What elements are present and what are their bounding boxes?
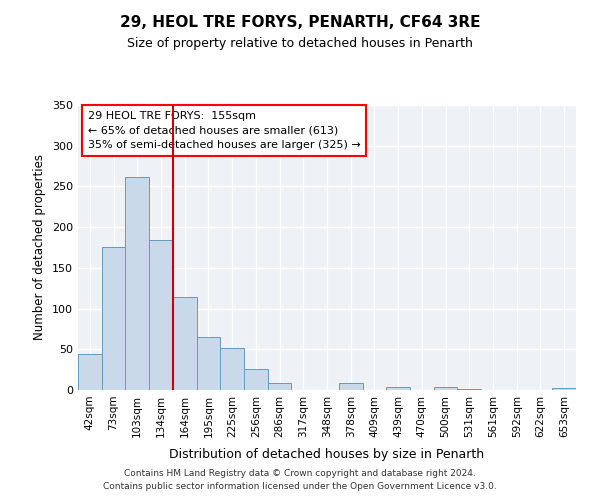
- Text: Contains HM Land Registry data © Crown copyright and database right 2024.: Contains HM Land Registry data © Crown c…: [124, 468, 476, 477]
- Text: Contains public sector information licensed under the Open Government Licence v3: Contains public sector information licen…: [103, 482, 497, 491]
- Bar: [244, 369, 268, 390]
- Text: 29, HEOL TRE FORYS, PENARTH, CF64 3RE: 29, HEOL TRE FORYS, PENARTH, CF64 3RE: [120, 15, 480, 30]
- Bar: [552, 388, 576, 390]
- Y-axis label: Number of detached properties: Number of detached properties: [34, 154, 46, 340]
- Bar: [434, 386, 457, 390]
- Bar: [125, 176, 149, 390]
- Bar: [339, 382, 362, 390]
- Bar: [197, 337, 220, 390]
- Bar: [78, 354, 102, 390]
- Text: Size of property relative to detached houses in Penarth: Size of property relative to detached ho…: [127, 38, 473, 51]
- Bar: [220, 348, 244, 390]
- Bar: [386, 386, 410, 390]
- Bar: [457, 389, 481, 390]
- Bar: [268, 384, 292, 390]
- X-axis label: Distribution of detached houses by size in Penarth: Distribution of detached houses by size …: [169, 448, 485, 461]
- Bar: [102, 246, 125, 390]
- Text: 29 HEOL TRE FORYS:  155sqm
← 65% of detached houses are smaller (613)
35% of sem: 29 HEOL TRE FORYS: 155sqm ← 65% of detac…: [88, 110, 361, 150]
- Bar: [149, 240, 173, 390]
- Bar: [173, 297, 197, 390]
